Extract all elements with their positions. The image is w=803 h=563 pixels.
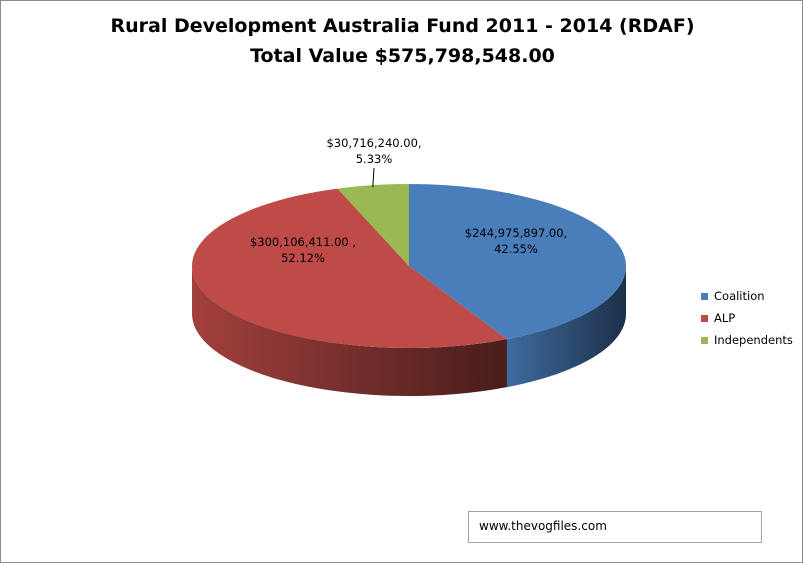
- legend-swatch: [701, 336, 708, 344]
- legend-label: ALP: [714, 311, 736, 325]
- legend-item-coalition: Coalition: [701, 285, 793, 307]
- source-box: www.thevogfiles.com: [468, 511, 762, 543]
- legend-swatch: [701, 314, 708, 322]
- legend-swatch: [701, 292, 708, 300]
- legend-label: Coalition: [714, 289, 765, 303]
- data-label-percent-alp: 52.12%: [281, 251, 325, 265]
- data-label-percent-independents: 5.33%: [356, 152, 393, 166]
- pie-side-coalition: [506, 266, 626, 388]
- data-label-percent-coalition: 42.55%: [494, 242, 538, 256]
- leader-line-independents: [372, 167, 375, 188]
- chart-title: Rural Development Australia Fund 2011 - …: [110, 15, 695, 37]
- source-text: www.thevogfiles.com: [479, 519, 607, 533]
- legend-label: Independents: [714, 333, 793, 347]
- legend: Coalition ALP Independents: [701, 285, 793, 351]
- legend-item-alp: ALP: [701, 307, 793, 329]
- pie-slice-independents: [337, 184, 409, 266]
- data-label-value-coalition: $244,975,897.00,: [465, 226, 567, 240]
- chart-subtitle: Total Value $575,798,548.00: [250, 45, 555, 67]
- pie-side-alp: [192, 266, 507, 396]
- pie-slice-coalition: [409, 184, 626, 340]
- pie-slice-alp: [191, 188, 507, 349]
- data-label-value-alp: $300,106,411.00 ,: [250, 235, 356, 249]
- legend-item-independents: Independents: [701, 329, 793, 351]
- data-label-value-independents: $30,716,240.00,: [326, 136, 421, 150]
